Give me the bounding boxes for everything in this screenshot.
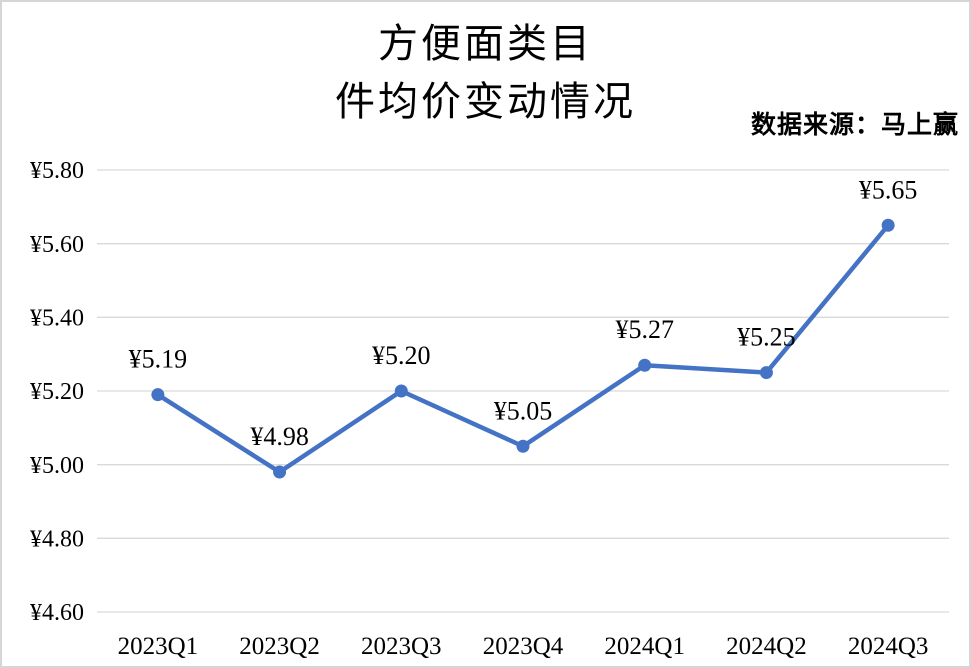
x-axis-tick-label: 2024Q1 bbox=[604, 633, 685, 660]
x-axis-tick-label: 2023Q3 bbox=[361, 633, 442, 660]
data-point-marker bbox=[638, 358, 652, 372]
x-axis-tick-label: 2024Q2 bbox=[726, 633, 807, 660]
chart-title-line2: 件均价变动情况 bbox=[335, 79, 636, 124]
chart-title: 方便面类目 件均价变动情况 bbox=[2, 15, 969, 131]
data-point-label: ¥5.25 bbox=[737, 323, 796, 352]
x-axis-tick-label: 2023Q1 bbox=[118, 633, 199, 660]
data-point-label: ¥5.27 bbox=[615, 315, 674, 344]
y-axis-tick-label: ¥5.40 bbox=[30, 305, 84, 331]
data-point-marker bbox=[516, 439, 530, 453]
x-axis-tick-label: 2023Q4 bbox=[483, 633, 564, 660]
data-point-marker bbox=[394, 384, 408, 398]
data-point-label: ¥5.65 bbox=[859, 175, 918, 204]
data-point-marker bbox=[151, 388, 165, 402]
y-axis-tick-label: ¥5.20 bbox=[30, 379, 84, 405]
data-point-label: ¥5.20 bbox=[372, 341, 431, 370]
x-axis-tick-label: 2023Q2 bbox=[239, 633, 320, 660]
data-source-label: 数据来源：马上赢 bbox=[750, 112, 959, 139]
y-axis-tick-label: ¥5.80 bbox=[30, 158, 84, 184]
y-axis-tick-label: ¥5.00 bbox=[30, 453, 84, 479]
data-point-label: ¥4.98 bbox=[250, 422, 309, 451]
data-point-marker bbox=[759, 366, 773, 380]
data-point-marker bbox=[273, 465, 287, 479]
data-point-label: ¥5.19 bbox=[129, 345, 188, 374]
y-axis-tick-label: ¥4.80 bbox=[30, 526, 84, 552]
chart-title-line1: 方便面类目 bbox=[378, 21, 593, 66]
y-axis-tick-label: ¥4.60 bbox=[30, 600, 84, 626]
x-axis-tick-label: 2024Q3 bbox=[848, 633, 929, 660]
data-point-label: ¥5.05 bbox=[494, 396, 553, 425]
y-axis-tick-label: ¥5.60 bbox=[30, 232, 84, 258]
data-point-marker bbox=[881, 218, 895, 232]
